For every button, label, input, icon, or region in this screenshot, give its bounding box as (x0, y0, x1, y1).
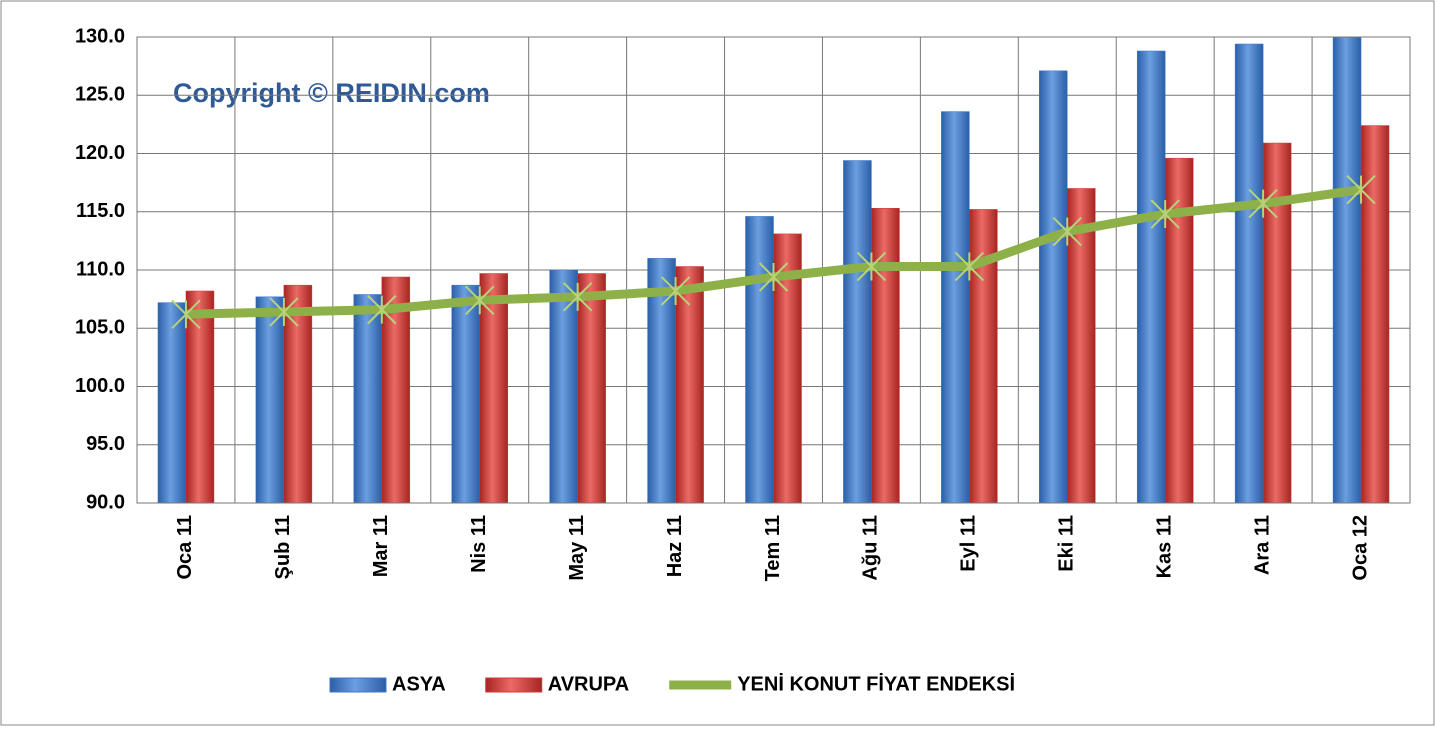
x-tick-label: Ağu 11 (860, 515, 882, 581)
y-tick-label: 120.0 (75, 142, 125, 164)
bar (479, 273, 508, 504)
marker (660, 276, 691, 306)
x-tick-label: Nis 11 (468, 515, 490, 573)
marker (562, 282, 593, 312)
bar (577, 273, 606, 504)
x-tick-label: Şub 11 (272, 515, 294, 579)
legend-label: ASYA (392, 673, 446, 695)
x-tick-label: Ara 11 (1251, 515, 1273, 575)
bar (1136, 50, 1166, 504)
bar (745, 216, 774, 504)
legend-swatch (485, 677, 543, 693)
bar (941, 111, 970, 504)
x-tick-label: Tem 11 (762, 515, 784, 581)
x-tick-label: Mar 11 (370, 515, 392, 577)
legend-label: YENİ KONUT FİYAT ENDEKSİ (737, 672, 1015, 695)
marker (758, 262, 789, 292)
bar (647, 258, 676, 504)
y-tick-label: 125.0 (75, 84, 125, 106)
x-tick-label: Kas 11 (1153, 515, 1175, 578)
y-tick-label: 115.0 (76, 200, 125, 222)
bar (353, 294, 383, 504)
marker (856, 251, 887, 282)
y-tick-label: 100.0 (75, 375, 125, 397)
x-tick-label: Eki 11 (1056, 515, 1078, 572)
bar (549, 269, 578, 504)
x-tick-label: Eyl 11 (958, 515, 980, 572)
plot-border (136, 36, 1411, 504)
bar (255, 296, 285, 504)
bar (871, 208, 900, 504)
marker (1052, 216, 1082, 247)
bar (1039, 70, 1068, 504)
bar (1234, 43, 1264, 504)
bar (283, 284, 313, 504)
marker (954, 251, 985, 282)
x-tick-label: Haz 11 (664, 515, 686, 577)
bar (157, 302, 187, 504)
x-tick-label: Oca 11 (174, 515, 196, 580)
bar (185, 290, 215, 504)
y-tick-label: 110.0 (76, 258, 125, 280)
bar (675, 266, 704, 504)
bar (451, 284, 480, 504)
y-tick-label: 95.0 (86, 433, 125, 455)
legend-swatch (329, 677, 387, 693)
bar (1360, 125, 1390, 504)
marker (367, 294, 397, 325)
marker (1346, 174, 1376, 205)
y-tick-label: 105.0 (75, 317, 125, 339)
marker (1150, 199, 1180, 229)
marker (465, 285, 495, 315)
marker (171, 299, 201, 329)
legend-label: AVRUPA (548, 673, 629, 695)
bar (843, 160, 872, 504)
watermark: Copyright © REIDIN.com (173, 78, 490, 108)
bar (1067, 188, 1096, 504)
bar (1332, 36, 1362, 504)
x-tick-label: May 11 (566, 515, 588, 581)
x-tick-label: Oca 12 (1349, 515, 1371, 581)
y-tick-label: 130.0 (75, 25, 125, 47)
marker (269, 297, 299, 327)
y-tick-label: 90.0 (86, 491, 125, 513)
marker (1248, 188, 1278, 219)
